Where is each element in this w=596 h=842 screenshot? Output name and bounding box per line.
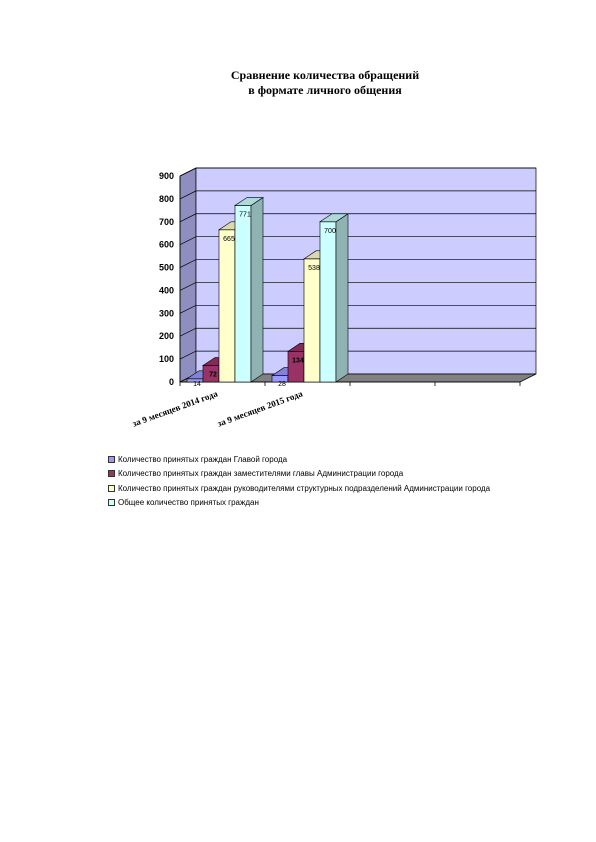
gridline: [179, 190, 536, 200]
data-labels: 14 72 665 771 28 134 538 700: [193, 212, 336, 388]
chart-title-line-1: Сравнение количества обращений: [230, 68, 420, 82]
gridline: [179, 259, 536, 268]
data-label: 665: [223, 236, 235, 243]
chart-side-wall: [179, 167, 197, 383]
bar-front: [303, 258, 321, 383]
y-tick-label: 100: [159, 354, 174, 364]
bar-front: [287, 351, 305, 383]
bars: [186, 196, 349, 383]
legend-swatch: [108, 484, 115, 492]
legend-label: Количество принятых граждан Главой город…: [118, 454, 288, 464]
gridline: [179, 236, 536, 245]
legend-item: Количество принятых граждан заместителям…: [108, 467, 490, 482]
y-tick-label: 200: [159, 331, 174, 341]
gridline: [179, 167, 536, 177]
gridlines: [179, 167, 536, 360]
gridline: [179, 327, 536, 337]
gridline: [179, 213, 536, 223]
data-label: 700: [324, 228, 336, 235]
x-category-label: за 9 месяцев 2015 года: [216, 388, 304, 428]
bar-side: [250, 196, 264, 383]
legend-label: Количество принятых граждан руководителя…: [118, 483, 491, 493]
gridline: [179, 350, 536, 360]
y-tick-label: 800: [159, 194, 174, 204]
legend-item: Количество принятых граждан руководителя…: [108, 481, 490, 496]
x-category-label: за 9 месяцев 2014 года: [131, 388, 219, 428]
y-tick-label: 600: [159, 240, 174, 250]
data-label: 72: [209, 372, 217, 379]
chart-legend: Количество принятых граждан Главой город…: [108, 452, 490, 510]
data-label: 14: [193, 381, 201, 388]
legend-item: Общее количество принятых граждан: [108, 496, 490, 511]
y-tick-label: 0: [169, 377, 174, 387]
bar-1-4: [234, 196, 264, 383]
gridline: [179, 304, 536, 314]
legend-item: Количество принятых граждан Главой город…: [108, 452, 490, 467]
y-tick-label: 300: [159, 308, 174, 318]
chart-title: Сравнение количества обращений в формате…: [0, 68, 596, 98]
legend-swatch: [108, 455, 115, 463]
bar-side: [335, 213, 349, 383]
chart-title-line-2: в формате личного общения: [248, 83, 402, 97]
bar-top: [319, 213, 349, 223]
legend-label: Общее количество принятых граждан: [118, 498, 259, 508]
legend-label: Количество принятых граждан заместителям…: [118, 469, 404, 479]
y-tick-label: 500: [159, 263, 174, 273]
bar-2-4: [319, 213, 349, 383]
gridline: [179, 282, 536, 291]
data-label: 771: [239, 212, 251, 219]
legend-swatch: [108, 499, 115, 507]
y-tick-label: 700: [159, 217, 174, 227]
bar-front: [234, 205, 252, 383]
legend-swatch: [108, 470, 115, 478]
y-tick-label: 900: [159, 171, 174, 181]
data-label: 28: [278, 381, 286, 388]
y-tick-label: 400: [159, 285, 174, 295]
bar-top: [234, 197, 264, 206]
data-label: 538: [308, 265, 320, 272]
data-label: 134: [292, 357, 304, 364]
bar-front: [218, 229, 236, 383]
bar-front: [319, 221, 337, 383]
